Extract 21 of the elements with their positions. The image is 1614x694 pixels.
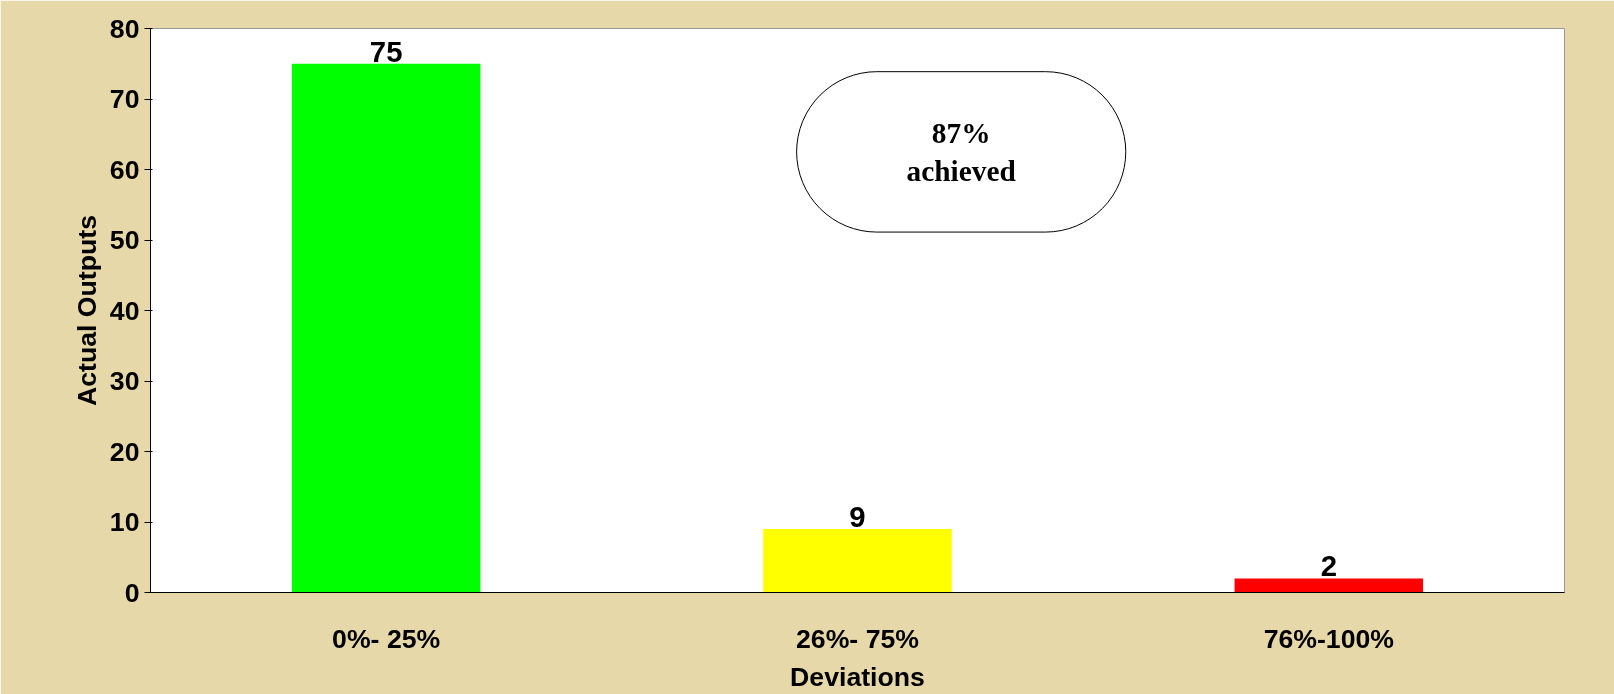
y-tick-label: 60 <box>109 154 140 185</box>
bar <box>763 529 952 593</box>
data-label: 9 <box>849 500 866 534</box>
y-tick-label: 70 <box>109 84 140 114</box>
y-tick-label: 40 <box>109 295 140 326</box>
x-tick-label: 76%-100% <box>1263 623 1395 654</box>
data-label: 2 <box>1320 549 1337 583</box>
y-tick-label: 50 <box>109 225 140 255</box>
x-axis-title: Deviations <box>790 661 925 692</box>
bar <box>291 63 481 593</box>
bar <box>1234 578 1424 593</box>
x-tick-label: 26%- 75% <box>796 623 920 654</box>
y-tick-label: 30 <box>109 366 140 396</box>
y-tick-label: 20 <box>109 436 140 467</box>
annotation: 87% achieved <box>906 116 1016 188</box>
x-tick-label: 0%- 25% <box>332 623 441 654</box>
y-tick-label: 80 <box>109 13 140 44</box>
data-label: 75 <box>369 34 403 68</box>
y-tick-label: 0 <box>124 577 140 608</box>
y-tick-label: 10 <box>109 507 140 537</box>
y-axis-title: Actual Outputs <box>71 214 102 407</box>
